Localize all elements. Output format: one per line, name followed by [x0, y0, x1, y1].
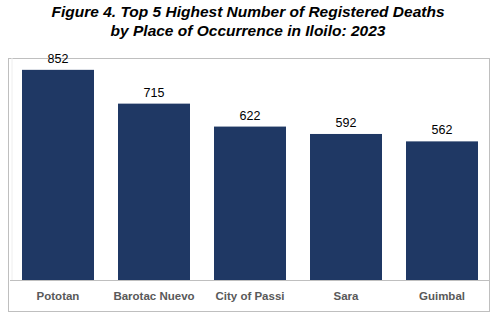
x-axis-line: [10, 280, 490, 281]
bar: [214, 127, 286, 280]
x-tick-label: Pototan: [37, 290, 80, 302]
data-label: 622: [240, 109, 261, 123]
data-label: 852: [48, 52, 69, 66]
x-tick-label: City of Passi: [215, 290, 284, 302]
title-line: by Place of Occurrence in Iloilo: 2023: [111, 22, 386, 39]
bar: [310, 134, 382, 280]
bars: [22, 70, 478, 280]
chart-frame: [9, 59, 490, 312]
chart-container: Figure 4. Top 5 Highest Number of Regist…: [0, 0, 496, 316]
bar: [406, 141, 478, 280]
data-label: 562: [432, 123, 453, 137]
y-axis-line: [12, 58, 13, 280]
x-tick-label: Sara: [334, 290, 360, 302]
title-line: Figure 4. Top 5 Highest Number of Regist…: [51, 3, 444, 20]
data-label: 592: [336, 116, 357, 130]
bar: [22, 70, 94, 280]
chart-svg: Figure 4. Top 5 Highest Number of Regist…: [0, 0, 496, 316]
bar: [118, 104, 190, 280]
x-tick-label: Barotac Nuevo: [113, 290, 194, 302]
title: Figure 4. Top 5 Highest Number of Regist…: [51, 3, 444, 39]
x-tick-label: Guimbal: [419, 290, 465, 302]
data-label: 715: [144, 86, 165, 100]
